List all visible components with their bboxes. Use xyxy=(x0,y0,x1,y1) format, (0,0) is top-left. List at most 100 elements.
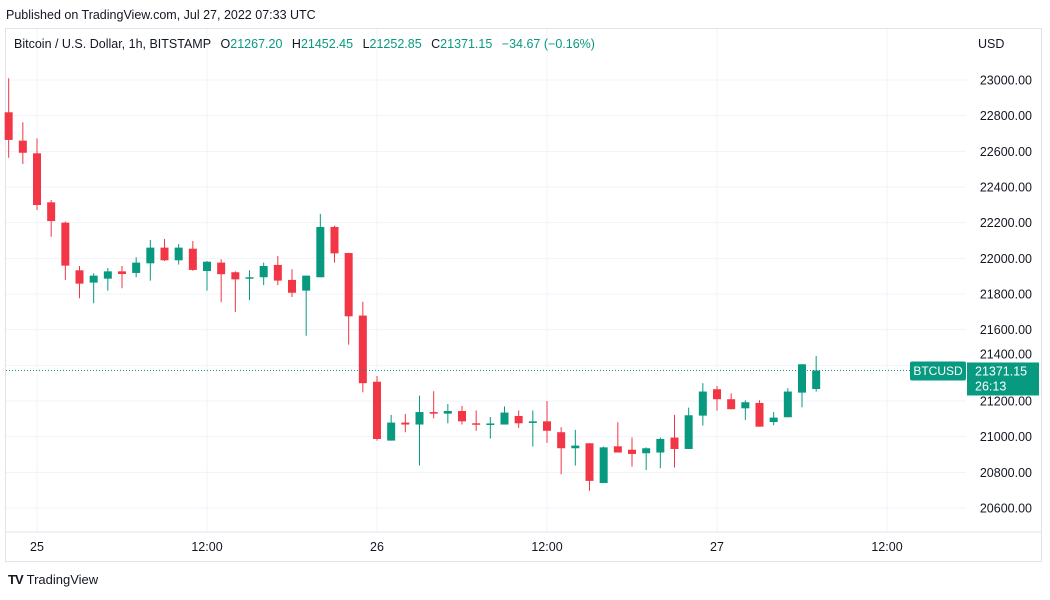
candle xyxy=(656,437,665,469)
candle xyxy=(132,257,141,278)
candle xyxy=(160,238,169,262)
candle-body xyxy=(557,432,566,449)
candle xyxy=(642,447,651,471)
candle xyxy=(61,221,70,280)
price-tick-label: 20800.00 xyxy=(980,466,1032,480)
candle xyxy=(358,301,367,393)
published-note: Published on TradingView.com, Jul 27, 20… xyxy=(6,8,316,22)
price-tick-label: 21000.00 xyxy=(980,430,1032,444)
time-tick-label: 27 xyxy=(710,540,724,554)
candle-body xyxy=(543,421,551,431)
close-value: 21371.15 xyxy=(440,37,493,51)
candle xyxy=(613,422,622,453)
low-value: 21252.85 xyxy=(369,37,422,51)
candle-body xyxy=(798,364,806,393)
symbol-legend: Bitcoin / U.S. Dollar, 1h, BITSTAMP O212… xyxy=(14,37,601,51)
candle xyxy=(514,410,523,428)
ohlc-close: C21371.15 xyxy=(431,37,492,51)
last-price-value: 21371.15 xyxy=(975,364,1027,378)
candle xyxy=(316,213,325,278)
candle-body xyxy=(628,449,636,454)
price-tick-label: 22000.00 xyxy=(980,252,1032,266)
candle-body xyxy=(103,271,112,279)
candle-body xyxy=(18,140,27,153)
ohlc-high: H21452.45 xyxy=(292,37,353,51)
candle xyxy=(259,262,268,286)
candle-body xyxy=(203,261,211,271)
candle-body xyxy=(118,271,126,275)
candle xyxy=(472,410,481,431)
candle xyxy=(118,266,126,289)
candle-body xyxy=(316,226,325,278)
candle xyxy=(288,269,296,298)
candle-body xyxy=(571,445,580,449)
time-tick-label: 12:00 xyxy=(531,540,562,554)
candle xyxy=(599,446,608,484)
open-value: 21267.20 xyxy=(230,37,283,51)
candle-body xyxy=(146,247,155,264)
candle xyxy=(103,267,112,291)
candle-body xyxy=(741,402,750,409)
candle xyxy=(401,414,410,433)
candle-body xyxy=(670,437,679,449)
candle-body xyxy=(642,448,651,454)
candle xyxy=(18,122,27,164)
candle-body xyxy=(330,226,339,254)
candle-body xyxy=(698,391,707,416)
candle-body xyxy=(188,248,197,270)
time-tick-label: 26 xyxy=(370,540,384,554)
price-tick-label: 20600.00 xyxy=(980,502,1032,516)
candle xyxy=(217,259,226,303)
price-tick-label: 22400.00 xyxy=(980,181,1032,195)
price-tick-label: 21200.00 xyxy=(980,395,1032,409)
symbol-title[interactable]: Bitcoin / U.S. Dollar, 1h, BITSTAMP xyxy=(14,37,212,51)
price-change: −34.67 (−0.16%) xyxy=(501,37,595,51)
candle xyxy=(330,225,339,263)
high-value: 21452.45 xyxy=(300,37,354,51)
tradingview-logo[interactable]: TV TradingView xyxy=(8,572,98,587)
candle-body xyxy=(47,202,56,222)
candle-body xyxy=(769,417,778,423)
candle-body xyxy=(89,275,98,283)
candle-body xyxy=(500,412,509,425)
candle xyxy=(727,393,736,410)
candle-body xyxy=(33,153,41,206)
candle xyxy=(231,271,240,313)
candle-body xyxy=(443,410,452,414)
candle-body xyxy=(344,252,353,317)
candle xyxy=(670,414,679,468)
candle-body xyxy=(656,438,665,453)
candle xyxy=(528,410,537,447)
candle xyxy=(245,270,254,301)
candle-body xyxy=(245,277,254,279)
symbol-badge xyxy=(910,361,966,381)
candle-body xyxy=(259,266,268,278)
time-tick-label: 12:00 xyxy=(871,540,902,554)
candle-body xyxy=(684,415,693,449)
candle-body xyxy=(373,381,381,439)
candle-body xyxy=(613,446,622,453)
candle-body xyxy=(415,412,424,425)
ohlc-open: O21267.20 xyxy=(221,37,283,51)
time-tick-label: 25 xyxy=(30,540,44,554)
candle-body xyxy=(486,423,495,425)
candle xyxy=(713,386,721,411)
price-tick-label: 22800.00 xyxy=(980,109,1032,123)
candle xyxy=(4,78,13,158)
time-tick-label: 12:00 xyxy=(191,540,222,554)
close-label: C xyxy=(431,37,441,51)
last-price-badge xyxy=(967,362,1039,396)
candle xyxy=(302,275,311,336)
candle xyxy=(47,200,56,237)
candle xyxy=(174,244,183,265)
candle xyxy=(486,417,495,439)
candle-body xyxy=(160,247,169,261)
candle xyxy=(684,407,693,449)
candle-body xyxy=(528,421,537,423)
symbol-badge-label: BTCUSD xyxy=(913,364,963,378)
candle xyxy=(415,395,424,466)
candle-body xyxy=(273,264,282,281)
candle-body xyxy=(585,443,594,481)
candle xyxy=(571,429,580,466)
